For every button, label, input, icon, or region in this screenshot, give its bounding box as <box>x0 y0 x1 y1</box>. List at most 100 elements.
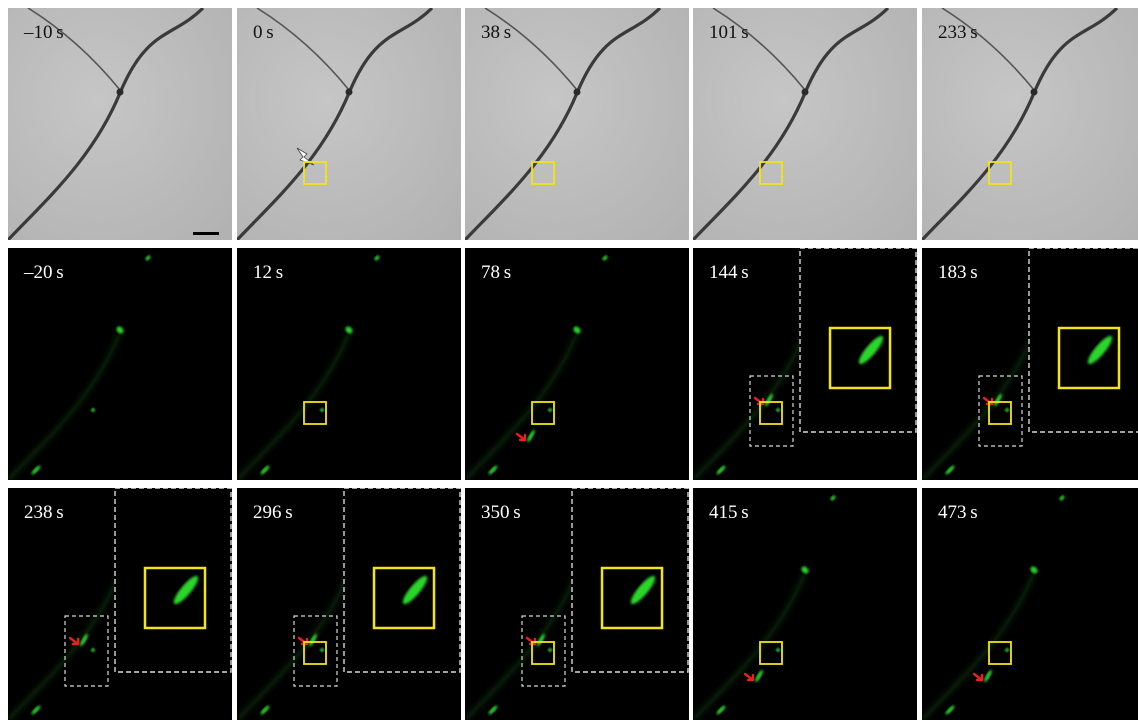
panel-r2-c3: 78 s <box>465 248 689 480</box>
diffuse-signal <box>8 572 122 720</box>
green-punctum <box>801 566 809 574</box>
panel-r1-c4: 101 s <box>693 8 917 240</box>
diffuse-signal <box>237 572 351 720</box>
diffuse-signal <box>465 332 579 480</box>
green-punctum <box>91 648 95 652</box>
neurite-branch <box>256 8 350 91</box>
green-punctum <box>145 255 151 261</box>
panel-r2-c1: –20 s <box>8 248 232 480</box>
green-punctum <box>1059 495 1065 501</box>
green-punctum <box>260 465 270 475</box>
zoom-inset-signal <box>630 575 656 605</box>
green-punctum <box>320 648 324 652</box>
tracked-particle <box>527 429 535 443</box>
tracked-particle <box>537 633 545 647</box>
roi-box <box>988 641 1012 665</box>
branch-point <box>116 88 124 96</box>
tracked-particle <box>765 393 773 407</box>
time-label: 233 s <box>938 22 978 43</box>
zoom-inset-signal <box>858 335 884 365</box>
inset-source-frame <box>64 615 109 687</box>
zoom-inset-frame <box>114 488 232 673</box>
inset-source-frame <box>978 375 1023 447</box>
lightning-icon <box>296 147 315 166</box>
green-punctum <box>31 465 41 475</box>
green-punctum <box>548 408 552 412</box>
panel-r2-c4: 144 s <box>693 248 917 480</box>
roi-box <box>988 401 1012 425</box>
tracked-particle <box>984 669 992 683</box>
green-punctum <box>488 705 498 715</box>
green-punctum <box>116 326 124 334</box>
scale-bar <box>193 232 219 235</box>
time-label: 350 s <box>481 502 521 523</box>
zoom-roi-box <box>600 566 664 630</box>
roi-box <box>531 401 555 425</box>
green-punctum <box>1030 566 1038 574</box>
green-punctum <box>573 326 581 334</box>
green-punctum <box>548 648 552 652</box>
green-punctum <box>716 465 726 475</box>
time-label: 238 s <box>24 502 64 523</box>
panel-r3-c5: 473 s <box>922 488 1138 720</box>
roi-box <box>988 161 1012 185</box>
green-punctum <box>716 705 726 715</box>
green-punctum <box>1005 408 1009 413</box>
panel-r1-c1: –10 s <box>8 8 232 240</box>
green-punctum <box>374 255 380 261</box>
panel-r3-c3: 350 s <box>465 488 689 720</box>
green-punctum <box>945 465 955 475</box>
time-label: 12 s <box>253 262 283 283</box>
zoom-roi-box <box>1057 326 1121 390</box>
panel-r2-c2: 12 s <box>237 248 461 480</box>
inset-source-frame <box>749 375 794 447</box>
green-punctum <box>488 465 498 475</box>
red-arrow-icon <box>68 636 80 646</box>
neurite-branch <box>484 8 578 91</box>
roi-box <box>759 161 783 185</box>
diffuse-signal <box>693 332 807 480</box>
zoom-inset-frame <box>343 488 461 673</box>
green-punctum <box>320 408 324 412</box>
inset-source-frame <box>293 615 338 687</box>
tracked-particle <box>994 393 1002 407</box>
zoom-inset-frame <box>799 248 917 433</box>
red-arrow-icon <box>972 672 984 682</box>
zoom-roi-box <box>372 566 436 630</box>
roi-box <box>531 161 555 185</box>
green-punctum <box>776 648 780 652</box>
roi-box <box>759 401 783 425</box>
zoom-inset-signal <box>173 575 199 605</box>
time-label: –10 s <box>23 22 64 43</box>
panel-r1-c2: 0 s <box>237 8 461 240</box>
tracked-particle <box>309 633 317 647</box>
zoom-inset-frame <box>571 488 689 673</box>
neurite-branch <box>27 8 121 91</box>
branch-point <box>345 88 353 96</box>
diffuse-signal <box>922 332 1036 480</box>
time-label: 296 s <box>253 502 293 523</box>
tracked-particle <box>755 669 763 683</box>
time-label: 473 s <box>938 502 978 523</box>
time-label: 38 s <box>481 22 511 43</box>
green-punctum <box>345 326 353 334</box>
panel-r1-c3: 38 s <box>465 8 689 240</box>
zoom-inset-frame <box>1028 248 1138 433</box>
red-arrow-icon <box>743 672 755 682</box>
zoom-inset-signal <box>1087 335 1113 365</box>
diffuse-signal <box>922 572 1036 720</box>
branch-point <box>1030 88 1038 96</box>
green-punctum <box>91 408 95 412</box>
zoom-roi-box <box>828 326 892 390</box>
green-punctum <box>776 408 780 413</box>
diffuse-signal <box>237 332 351 480</box>
zoom-roi-box <box>143 566 207 630</box>
red-arrow-icon <box>515 432 527 442</box>
panel-r3-c2: 296 s <box>237 488 461 720</box>
green-punctum <box>1005 648 1009 652</box>
roi-box <box>303 401 327 425</box>
branch-point <box>573 88 581 96</box>
neurite-branch <box>712 8 806 91</box>
panel-r1-c5: 233 s <box>922 8 1138 240</box>
